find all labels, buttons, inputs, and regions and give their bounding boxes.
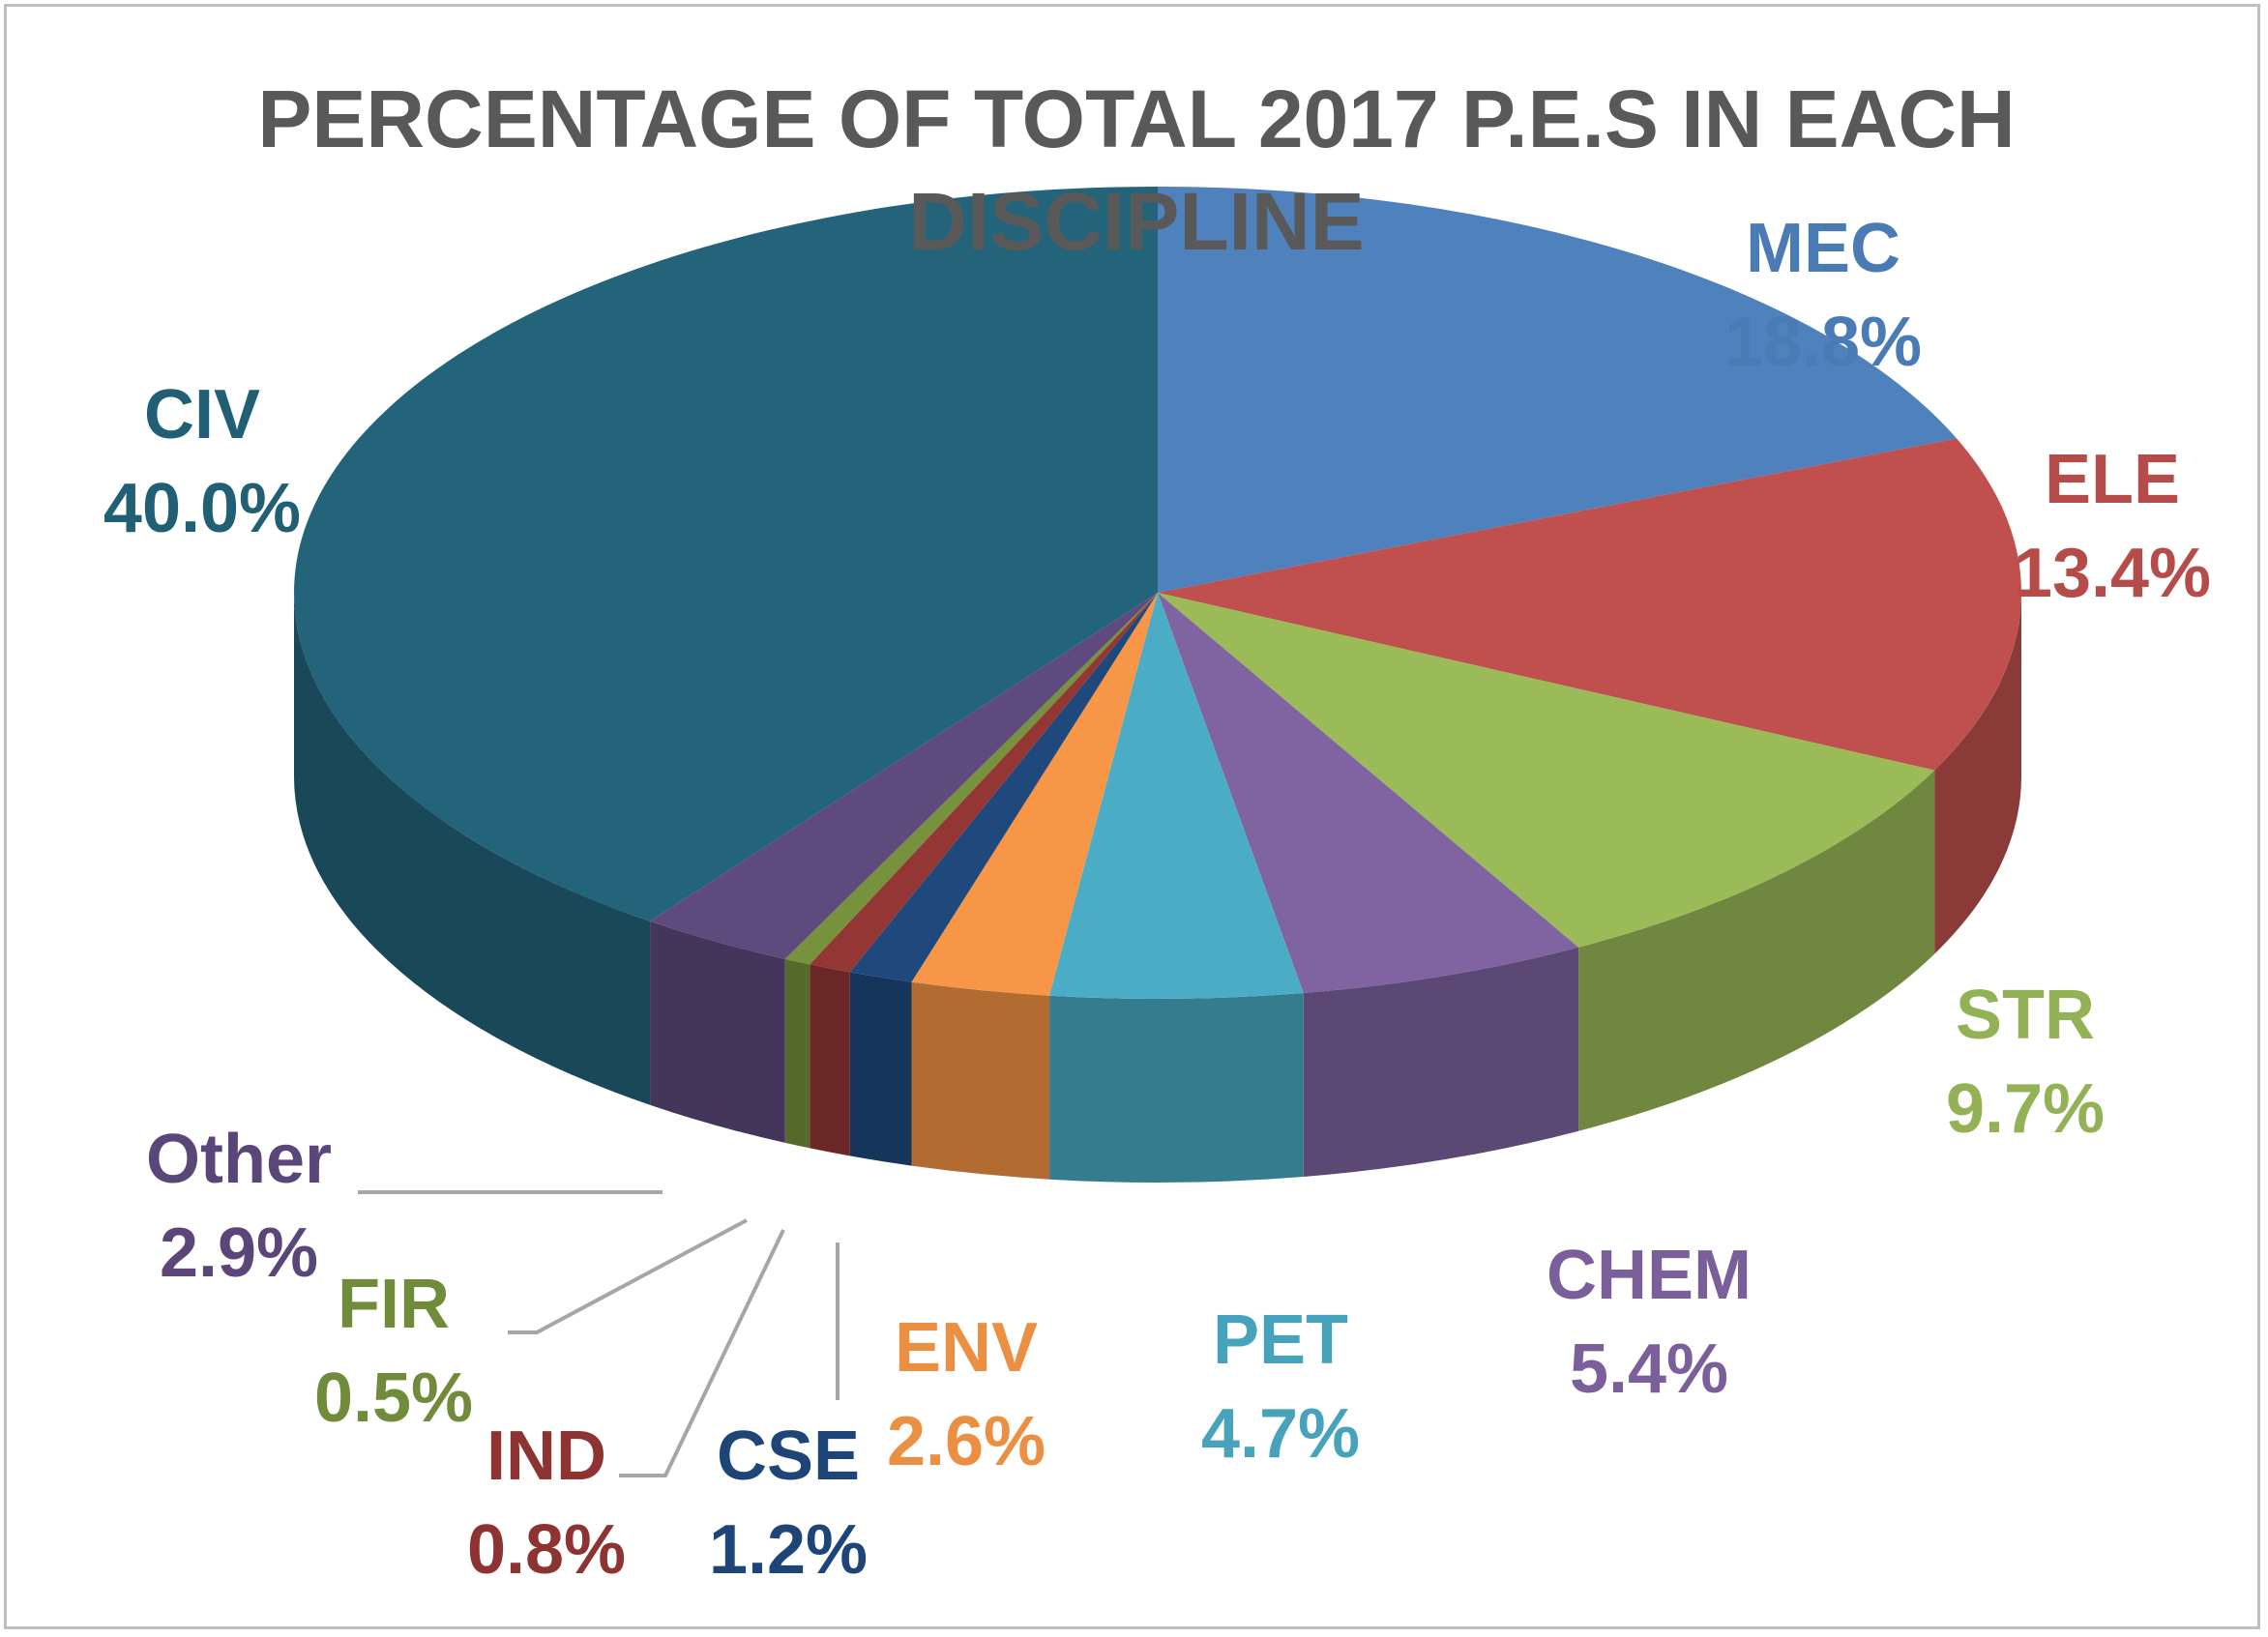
category-label: CHEM	[1546, 1237, 1752, 1314]
value-label: 2.6%	[887, 1403, 1046, 1480]
category-label: CSE	[717, 1418, 860, 1495]
leader-line	[619, 1229, 785, 1477]
value-label: 2.9%	[160, 1214, 318, 1292]
slice	[650, 593, 1158, 959]
slice	[784, 593, 1158, 965]
slice-side	[1578, 770, 1935, 1131]
slice-side	[911, 981, 1050, 1180]
value-label: 0.5%	[314, 1359, 473, 1437]
category-label: MEC	[1746, 210, 1900, 287]
slice	[911, 593, 1158, 996]
slice-side	[650, 921, 785, 1143]
slice-side	[784, 958, 810, 1149]
value-label: 1.2%	[709, 1511, 868, 1589]
slice-side	[293, 593, 651, 1105]
slice-side	[1303, 947, 1579, 1177]
category-label: STR	[1956, 977, 2095, 1054]
slice	[1158, 187, 1958, 593]
value-label: 18.8%	[1724, 304, 1922, 381]
value-label: 9.7%	[1946, 1070, 2105, 1148]
slice	[293, 187, 1159, 921]
slice-side	[849, 972, 912, 1166]
value-label: 40.0%	[103, 470, 301, 547]
value-label: 5.4%	[1570, 1330, 1728, 1408]
slice	[1158, 593, 1579, 993]
category-label: ENV	[895, 1309, 1038, 1387]
slice-side	[810, 964, 850, 1156]
slice-side	[1049, 992, 1304, 1183]
leader-line	[508, 1218, 748, 1334]
slice-side	[1934, 593, 2021, 954]
category-label: FIR	[338, 1266, 450, 1343]
slice	[810, 593, 1158, 973]
slice	[1049, 593, 1304, 999]
slice	[849, 593, 1158, 982]
category-label: PET	[1213, 1301, 1348, 1379]
category-label: Other	[146, 1121, 332, 1198]
value-label: 4.7%	[1201, 1395, 1360, 1473]
category-label: ELE	[2045, 441, 2180, 518]
chart-frame	[4, 4, 2260, 1629]
category-label: IND	[486, 1418, 606, 1495]
value-label: 0.8%	[467, 1511, 626, 1589]
value-label: 13.4%	[2014, 535, 2211, 612]
category-label: CIV	[144, 376, 260, 453]
leader-lines	[358, 1190, 839, 1477]
chart-title: PERCENTAGE OF TOTAL 2017 P.E.S IN EACH D…	[257, 73, 2016, 267]
slice	[1158, 593, 1935, 948]
slice	[1158, 438, 2021, 771]
